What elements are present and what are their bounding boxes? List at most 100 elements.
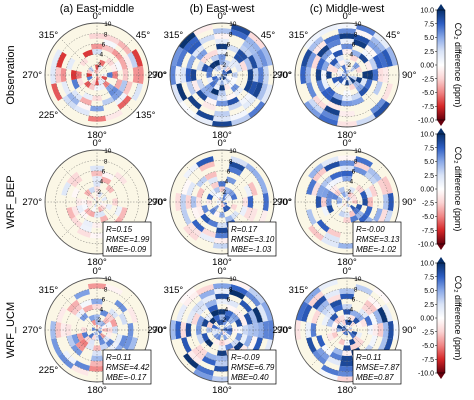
- radial-tick-label: 6: [227, 296, 231, 303]
- data-cell: [335, 54, 344, 63]
- data-cell: [216, 75, 222, 78]
- data-cell: [239, 334, 248, 345]
- data-cell: [239, 60, 248, 71]
- data-cell: [321, 315, 330, 326]
- data-cell: [316, 335, 326, 348]
- stat-mbe: MBE=-1.03: [231, 245, 272, 254]
- data-cell: [247, 54, 258, 69]
- data-cell: [306, 82, 317, 99]
- data-cell: [318, 23, 338, 37]
- data-cell: [306, 51, 317, 68]
- data-cell: [94, 191, 100, 197]
- data-cell: [326, 100, 341, 111]
- angle-label: 0°: [217, 138, 226, 149]
- data-cell: [201, 294, 216, 305]
- data-cell: [243, 57, 253, 70]
- data-cell: [338, 338, 345, 346]
- data-cell: [216, 79, 221, 86]
- data-cell: [332, 176, 343, 185]
- data-cell: [355, 66, 363, 73]
- polar-panel: 2 4 6 8 100° 45° 90° 180° 270° 315°: [272, 11, 416, 141]
- data-cell: [213, 237, 231, 244]
- data-cell: [71, 206, 80, 217]
- data-cell: [231, 23, 251, 37]
- data-cell: [344, 64, 350, 70]
- data-cell: [186, 309, 197, 324]
- data-cell: [175, 320, 182, 340]
- colorbar-max-arrow: [437, 257, 445, 263]
- colorbar-tick-label: 5.0: [424, 288, 434, 295]
- angle-label: 0°: [217, 11, 226, 22]
- angle-label: 270°: [22, 325, 42, 336]
- data-cell: [61, 81, 72, 96]
- data-cell: [198, 289, 215, 300]
- data-cell: [117, 40, 132, 55]
- data-cell: [180, 321, 187, 339]
- colorbar-tick-label: -2.5: [422, 76, 434, 83]
- data-cell: [212, 28, 232, 35]
- data-cell: [109, 318, 118, 327]
- data-cell: [95, 75, 99, 81]
- data-cell: [79, 223, 92, 233]
- grid-spoke: [346, 293, 384, 331]
- data-cell: [311, 309, 322, 324]
- grid-spoke: [96, 165, 134, 203]
- angle-label: 270°: [22, 70, 42, 81]
- data-cell: [207, 176, 218, 185]
- grid-spoke: [60, 165, 98, 203]
- data-cell: [226, 324, 233, 329]
- data-cell: [222, 75, 228, 78]
- data-cell: [243, 184, 253, 197]
- grid-spoke: [60, 201, 98, 239]
- polar-panel: 2 4 6 8 100° 45° 90° 180° 270° 315°: [147, 11, 291, 141]
- data-cell: [82, 219, 93, 228]
- data-cell: [91, 334, 96, 341]
- data-cell: [358, 53, 369, 64]
- row-label: Observation: [5, 45, 17, 104]
- data-cell: [91, 328, 97, 332]
- data-cell: [381, 303, 393, 322]
- data-cell: [71, 216, 83, 228]
- data-cell: [341, 79, 346, 86]
- data-cell: [230, 77, 238, 84]
- data-cell: [359, 78, 368, 87]
- data-cell: [195, 364, 214, 376]
- data-cell: [308, 225, 324, 241]
- grid-spoke: [185, 293, 223, 331]
- radial-tick-label: 10: [104, 21, 112, 28]
- grid-ring: [55, 33, 139, 117]
- stat-rmse: RMSE=6.79: [231, 363, 275, 372]
- data-cell: [336, 76, 343, 81]
- grid-spoke: [310, 201, 348, 239]
- radial-tick-label: 10: [229, 276, 237, 283]
- data-cell: [387, 320, 394, 340]
- data-cell: [226, 331, 233, 336]
- data-cell: [79, 96, 92, 106]
- data-cell: [331, 321, 339, 328]
- data-cell: [91, 350, 103, 356]
- data-cell: [336, 327, 342, 333]
- angle-label: 90°: [277, 325, 292, 336]
- angle-label: 180°: [87, 385, 107, 396]
- data-cell: [301, 48, 313, 67]
- data-cell: [100, 214, 109, 223]
- data-cell: [321, 206, 330, 217]
- data-cell: [222, 327, 228, 330]
- data-cell: [87, 283, 107, 290]
- stat-mbe: MBE=-1.02: [356, 245, 397, 254]
- data-cell: [325, 180, 336, 191]
- data-cell: [382, 66, 389, 84]
- data-cell: [118, 57, 128, 70]
- data-cell: [234, 318, 243, 327]
- data-cell: [320, 196, 327, 208]
- data-cell: [329, 96, 342, 106]
- data-cell: [234, 333, 243, 342]
- data-cell: [381, 48, 393, 67]
- radial-tick-label: 8: [229, 158, 233, 165]
- grid-spoke: [96, 38, 134, 76]
- angle-label: 180°: [212, 385, 232, 396]
- data-cell: [351, 49, 362, 58]
- grid-spoke: [310, 38, 348, 76]
- data-cell: [233, 308, 244, 319]
- data-cell: [355, 77, 363, 84]
